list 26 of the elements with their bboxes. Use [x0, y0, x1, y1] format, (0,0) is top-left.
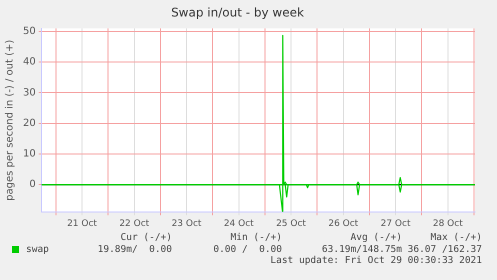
y-tick-label: 30 — [22, 87, 36, 98]
y-tick-label: 0 — [29, 179, 36, 190]
text: Avg (-/+) — [350, 232, 402, 243]
x-tick-label: 21 Oct — [67, 218, 98, 229]
text: 36.07 /162.37 — [406, 244, 482, 255]
y-tick-label: 20 — [22, 118, 36, 129]
y-axis-title: pages per second in (-) / out (+) — [4, 40, 16, 201]
text: 19.89m/ 0.00 — [96, 244, 172, 255]
text: Min (-/+) — [230, 232, 282, 243]
text: Cur (-/+) — [120, 232, 172, 243]
x-tick-label: 24 Oct — [224, 218, 254, 229]
x-tick-label: 27 Oct — [380, 218, 411, 229]
legend-label: swap — [26, 244, 49, 255]
chart-title: Swap in/out - by week — [171, 5, 304, 20]
x-tick-label: 28 Oct — [432, 218, 464, 229]
x-tick-label: 25 Oct — [276, 218, 306, 229]
x-tick-label: 26 Oct — [328, 218, 359, 229]
x-tick-label: 23 Oct — [172, 218, 202, 229]
text: 0.00 / 0.00 — [212, 244, 282, 255]
x-tick-label: 22 Oct — [119, 218, 150, 229]
text: Max (-/+) — [430, 232, 482, 243]
text: 63.19m/148.75m — [320, 244, 402, 255]
y-tick-label: 10 — [22, 148, 36, 160]
y-tick-label: 50 — [22, 26, 36, 38]
text: Last update: Fri Oct 29 00:30:33 2021 — [269, 255, 482, 266]
y-tick-label: 40 — [22, 56, 36, 68]
